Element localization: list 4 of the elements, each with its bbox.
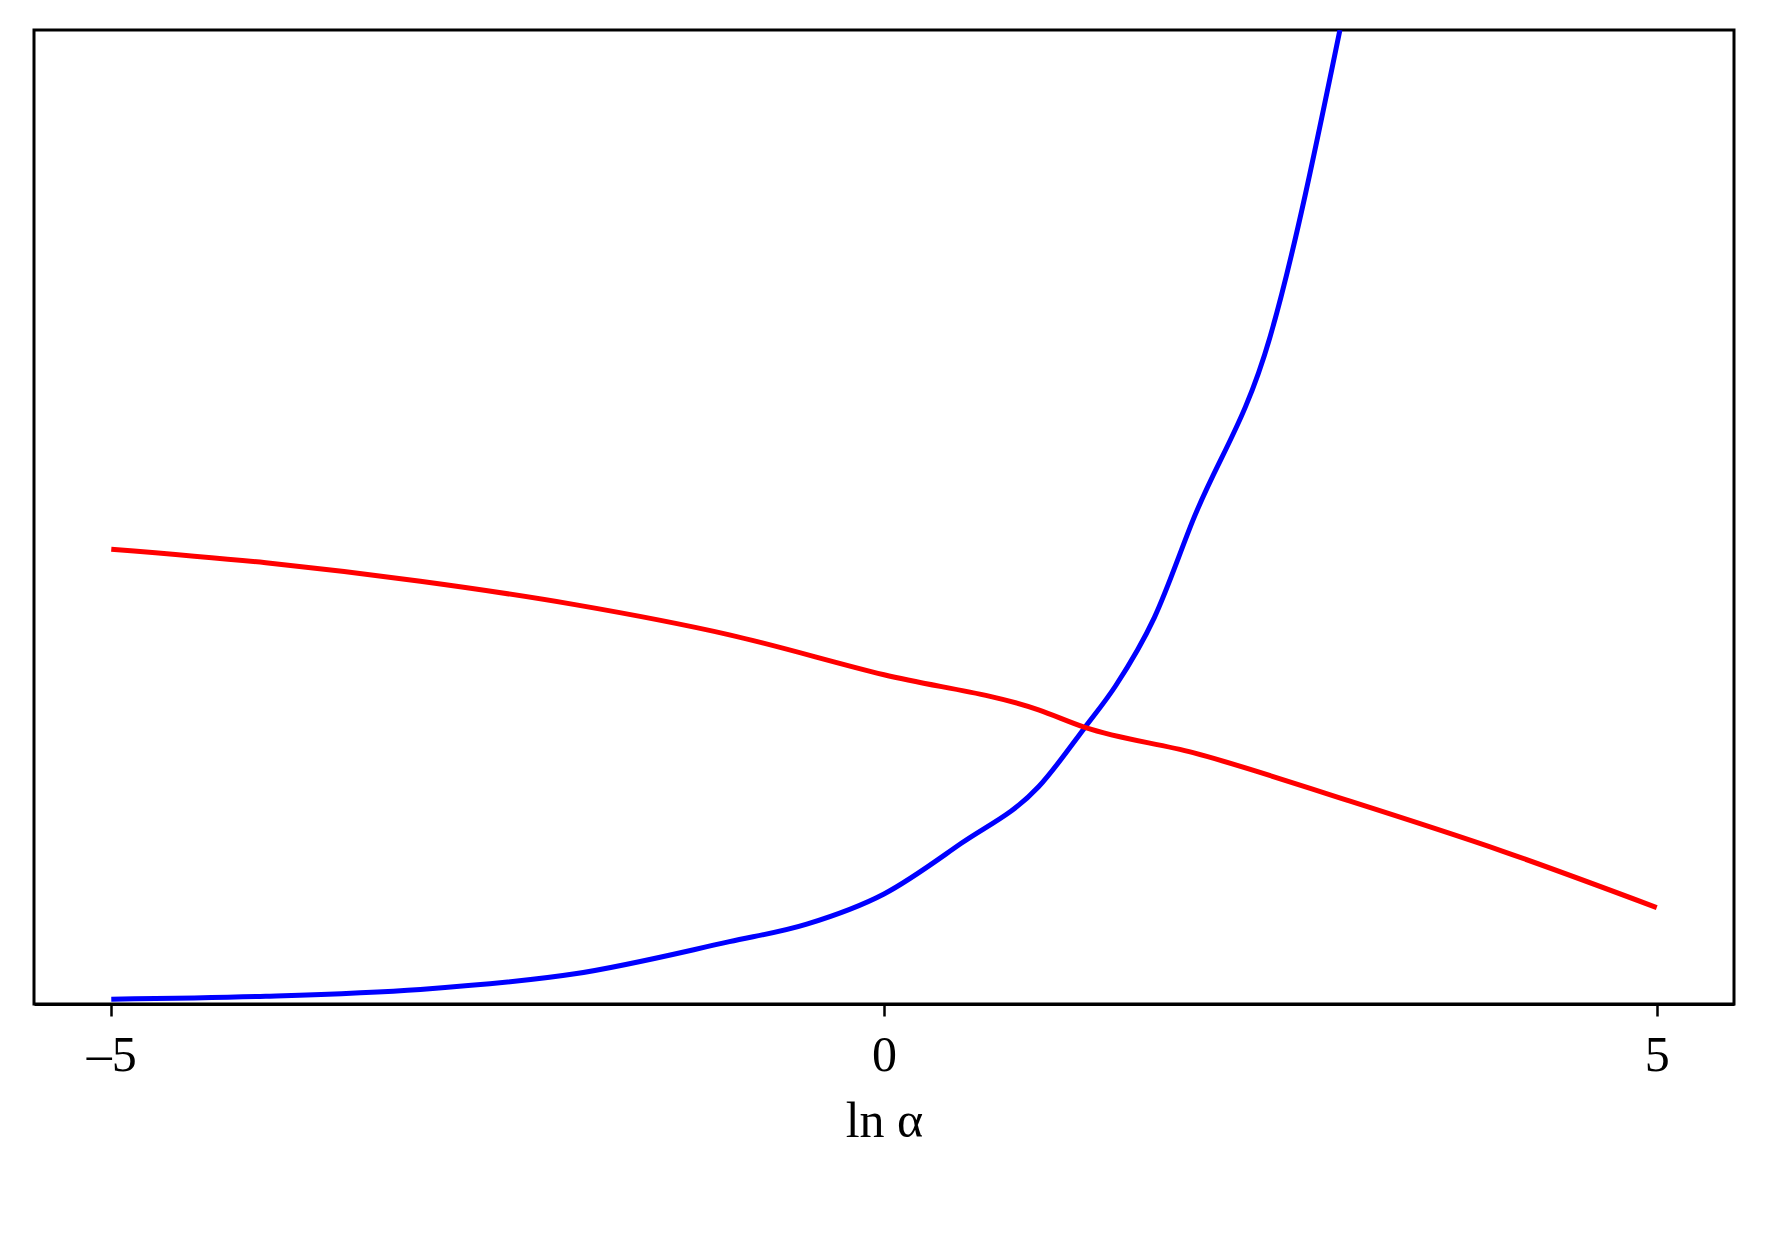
x-tick-label: 0: [872, 1025, 897, 1082]
x-tick-label: 5: [1644, 1025, 1670, 1082]
x-axis-title: ln α: [845, 1091, 924, 1148]
x-tick-label: –5: [85, 1025, 137, 1082]
